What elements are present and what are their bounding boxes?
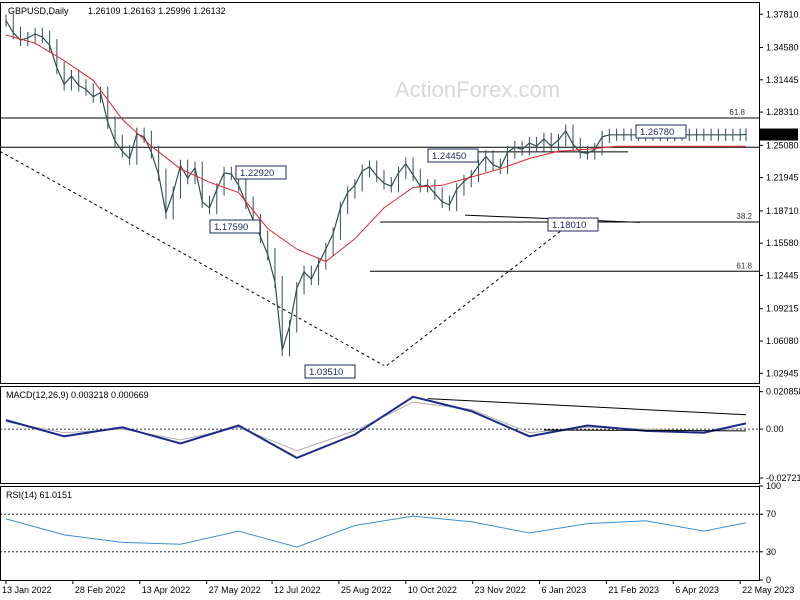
fib-label: 61.8 xyxy=(736,261,752,270)
price-level-box xyxy=(235,165,287,180)
rsi-line xyxy=(5,515,747,548)
macd-y-tick-label: 0.00 xyxy=(766,424,784,434)
price-level-label: 1.03510 xyxy=(309,367,343,378)
price-y-tick-label: 1.02945 xyxy=(766,368,799,378)
x-tick-label: 27 May 2022 xyxy=(209,585,261,595)
macd-trendline-upper xyxy=(427,398,747,416)
price-y-tick-label: 1.28310 xyxy=(766,107,799,117)
price-y-tick-label: 1.15580 xyxy=(766,238,799,248)
price-level-box xyxy=(547,217,599,232)
macd-title: MACD(12,26,9) 0.003218 0.000669 xyxy=(6,390,149,400)
price-y-tick-label: 1.21945 xyxy=(766,173,799,183)
fib-label: 61.8 xyxy=(729,108,745,117)
price-level-box xyxy=(427,148,479,163)
price-level-label: 1.18010 xyxy=(552,220,586,231)
rsi-y-tick-label: 70 xyxy=(766,509,776,519)
price-level-box xyxy=(635,124,687,139)
moving-average-line xyxy=(5,34,746,263)
price-y-tick-label: 1.09215 xyxy=(766,304,799,314)
price-y-tick-label: 1.06080 xyxy=(766,336,799,346)
x-tick-label: 23 Nov 2022 xyxy=(475,585,526,595)
price-level-label: 1.26780 xyxy=(640,127,674,138)
dotted-trendline-down xyxy=(0,150,385,366)
price-level-label: 1.17590 xyxy=(214,222,248,233)
x-tick-label: 28 Feb 2022 xyxy=(75,585,126,595)
panel-frame-1 xyxy=(0,386,760,484)
watermark: ActionForex.com xyxy=(395,77,560,102)
macd-y-tick-label: -0.027213 xyxy=(766,473,800,483)
rsi-y-tick-label: 0 xyxy=(766,575,771,585)
price-y-tick-label: 1.18710 xyxy=(766,206,799,216)
rsi-title: RSI(14) 61.0151 xyxy=(6,490,72,500)
chart-header-ohlc: 1.26109 1.26163 1.25996 1.26132 xyxy=(88,6,226,16)
price-line xyxy=(5,20,747,351)
x-tick-label: 21 Feb 2023 xyxy=(608,585,659,595)
x-tick-label: 10 Oct 2022 xyxy=(408,585,457,595)
macd-line xyxy=(5,395,747,460)
price-level-label: 1.22920 xyxy=(240,168,274,179)
price-level-label: 1.24450 xyxy=(432,151,466,162)
price-level-box xyxy=(304,364,356,379)
chart-header-symbol: GBPUSD,Daily xyxy=(8,6,69,16)
price-y-tick-label: 1.34580 xyxy=(766,43,799,53)
price-y-tick-label: 1.31445 xyxy=(766,75,799,85)
rsi-y-tick-label: 100 xyxy=(766,481,781,491)
last-price-tag xyxy=(760,128,798,141)
dotted-trendline-up xyxy=(386,217,578,366)
x-tick-label: 22 May 2023 xyxy=(742,585,794,595)
x-tick-label: 6 Apr 2023 xyxy=(675,585,719,595)
last-price-label: 1.26132 xyxy=(763,130,796,140)
rsi-y-tick-label: 30 xyxy=(766,547,776,557)
x-tick-label: 12 Jul 2022 xyxy=(274,585,321,595)
x-tick-label: 13 Apr 2022 xyxy=(142,585,191,595)
panel-frame-2 xyxy=(0,486,760,581)
x-tick-label: 6 Jan 2023 xyxy=(542,585,587,595)
price-y-tick-label: 1.37810 xyxy=(766,9,799,19)
x-tick-label: 25 Aug 2022 xyxy=(341,585,392,595)
macd-y-tick-label: 0.020858 xyxy=(766,387,800,397)
price-level-box xyxy=(209,219,261,234)
price-y-tick-label: 1.12445 xyxy=(766,270,799,280)
macd-trendline-lower xyxy=(543,429,747,432)
price-y-tick-label: 1.25080 xyxy=(766,140,799,150)
fib-label: 38.2 xyxy=(736,212,752,221)
panel-frame-0 xyxy=(0,2,760,384)
x-tick-label: 13 Jan 2022 xyxy=(2,585,52,595)
